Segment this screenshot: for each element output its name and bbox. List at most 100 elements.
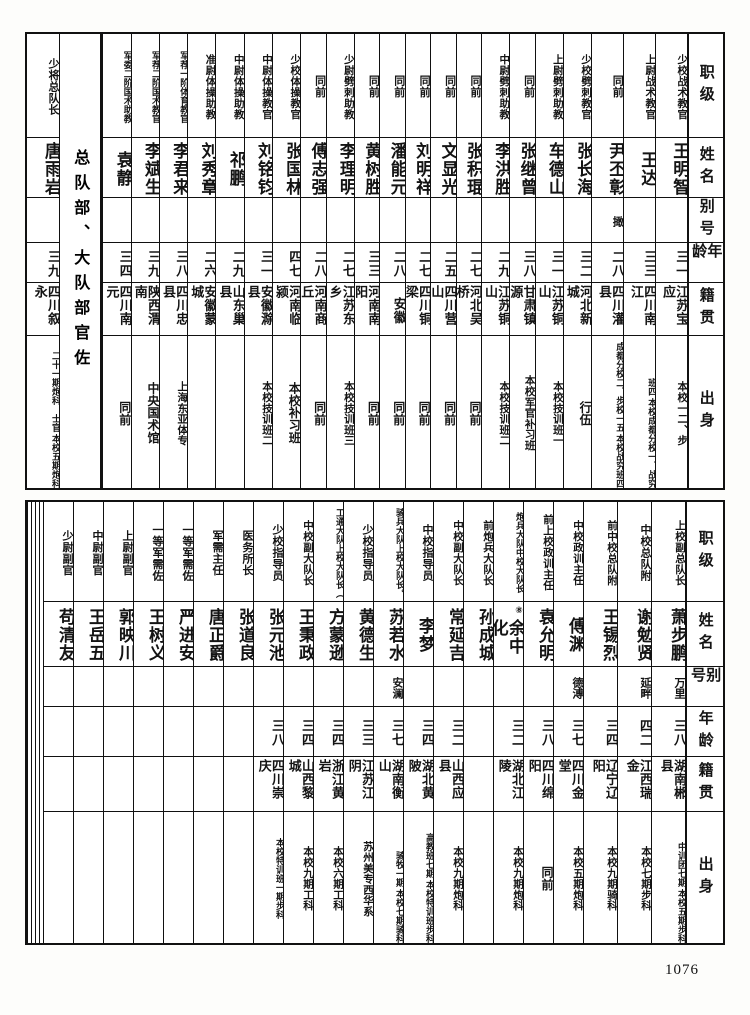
cell-age: 三一 bbox=[656, 243, 688, 283]
entry-column[interactable]: 同前 潘能元 二八 安徽 同前 bbox=[379, 34, 405, 488]
cell-rank: 上尉劈刺助教 bbox=[535, 34, 563, 138]
entry-column[interactable]: 中尉体操助教 祁鹏 二九 山东巢县 bbox=[215, 34, 244, 488]
cell-name: 刘明祥 bbox=[405, 138, 431, 198]
cell-native: 湖南郴县 bbox=[652, 757, 685, 812]
entry-column[interactable]: 同前 张积琨 二七 河北吴桥 同前 bbox=[455, 34, 481, 488]
entry-column[interactable]: 军荐一阶体育教官 李君来 三八 四川忠县 上海东亚体专 bbox=[158, 34, 188, 488]
cell-name: 谢勉贤 bbox=[618, 602, 651, 667]
entry-column[interactable]: 同前 傅志强 二八 河南商丘 同前 bbox=[300, 34, 326, 488]
cell-age: 三四 bbox=[103, 243, 131, 283]
entry-column[interactable]: 少校指导员 黄德生 三三 江苏江阴 苏州美专西华系 bbox=[343, 502, 373, 943]
entry-column[interactable]: 少校战术教官 王明智 三一 江苏宝应 本校一二、步 bbox=[655, 34, 688, 488]
cell-origin: 本校特训班步科 高教班七期 bbox=[404, 812, 433, 943]
roster-table-1: 职级 姓名 别号 年龄 籍贯 出身 少校战术教官 王明智 三一 江苏宝应 本校一二、步 上尉战术教官王… bbox=[25, 32, 725, 490]
blank-column bbox=[35, 502, 39, 943]
cell-alias bbox=[103, 198, 131, 243]
entry-column[interactable]: 同前 黄树胜 三三 河南南阳 同前 bbox=[353, 34, 380, 488]
entry-column[interactable]: 同前 尹丕彰撖二八 四川灌县 本校战究班四 成都分校二、步校一五 bbox=[591, 34, 624, 488]
entry-column[interactable]: 中校指导员 李梦 三四 湖北黄陂 本校特训班步科 高教班七期 bbox=[403, 502, 433, 943]
cell-origin bbox=[134, 812, 163, 943]
entry-column[interactable]: 工通大队上校大队长（ 方蒙逊 三四 浙江黄岩 本校六期工科 bbox=[313, 502, 343, 943]
origin-sub: 二十一期炮科 士官 bbox=[50, 351, 60, 432]
entry-column[interactable]: 上尉劈刺助教 车德山 三一 江苏铜山 本校技训班一 bbox=[534, 34, 563, 488]
cell-alias bbox=[216, 198, 244, 243]
entry-column[interactable]: 炮兵大队中校大队长 余中化 ⑧ 三二 湖北江陵 本校九期炮科 bbox=[493, 502, 523, 943]
cell-age: 二六 bbox=[188, 243, 216, 283]
entry-column[interactable]: 中尉副官 王岳五 bbox=[73, 502, 103, 943]
entry-column[interactable]: 同前 张继曾 三八 甘肃镇源 本校军官补习班 bbox=[509, 34, 535, 488]
cell-origin: 同前 bbox=[312, 400, 326, 426]
cell-name: 严进安 bbox=[164, 602, 193, 667]
cell-age: 二八 bbox=[592, 243, 624, 283]
entry-column[interactable]: 上尉副官 郭映川 bbox=[103, 502, 133, 943]
entry-column[interactable]: 少校体操教官 张国林 四七 河南临颍 本校补习班 bbox=[271, 34, 301, 488]
cell-age: 三二 bbox=[434, 707, 463, 757]
cell-age bbox=[194, 707, 223, 757]
cell-origin: 本校九期工科 bbox=[302, 846, 313, 911]
entry-column[interactable]: 军委二阶国术助教 袁静 三四 四川南元 同前 bbox=[102, 34, 131, 488]
entry-column[interactable]: 一等军需佐 严进安 bbox=[163, 502, 193, 943]
cell-origin bbox=[74, 812, 103, 943]
cell-origin: 本校九期炮科 bbox=[512, 846, 523, 911]
cell-alias bbox=[464, 667, 493, 707]
cell-name: 张继曾 bbox=[510, 138, 535, 198]
roster-table-2: 职级 姓名 别号 年龄 籍贯 出身 上校副总队长 萧步鹏 万里 三八 湖南郴县 本校五期步科 中训团七期… bbox=[25, 500, 725, 945]
entry-column[interactable]: 军需主任 唐正爵 bbox=[193, 502, 223, 943]
entry-column[interactable]: 前炮兵大队长 孙成城 bbox=[463, 502, 493, 943]
entry-column[interactable]: 少尉劈刺助教 李理明 二七 江苏东乡 本校技训班三 bbox=[325, 34, 354, 488]
entry-column[interactable]: 骑兵大队上校大队长。 苏若水 安澜 三七 湖南衡山 本校七期骑科 骑牧一期 bbox=[373, 502, 403, 943]
entry-column[interactable]: 中校副大队长 王秉政 三四 山西黎城 本校九期工科 bbox=[283, 502, 313, 943]
cell-name: 李君来 bbox=[159, 138, 188, 198]
cell-origin: 同前 bbox=[417, 400, 431, 426]
cell-alias bbox=[44, 667, 73, 707]
entry-column[interactable]: 前上校政训主任 袁允明 三八 四川绵阳 同前 bbox=[523, 502, 553, 943]
entry-column[interactable]: 少校劈刺教官 张长海 三二 河北新城 行伍 bbox=[562, 34, 592, 488]
entry-column[interactable]: 中校副大队长 常延吉 三二 山西应县 本校九期炮科 bbox=[433, 502, 463, 943]
cell-native: 四川绵阳 bbox=[524, 757, 553, 812]
cell-rank: 前中校总队附 bbox=[584, 502, 617, 602]
cell-rank: 中校指导员 bbox=[404, 502, 433, 602]
entry-column[interactable]: 上校副总队长 萧步鹏 万里 三八 湖南郴县 本校五期步科 中训团七期 bbox=[651, 502, 685, 943]
origin-sub: 班四 bbox=[646, 378, 656, 396]
entry-column[interactable]: 准尉体操助教 刘秀章 二六 安徽蒙城 bbox=[187, 34, 216, 488]
cell-name: 李斌生 bbox=[131, 138, 159, 198]
entry-column[interactable]: 中尉体操教官 刘铭钧 三一 安徽滁县 本校技训班二 bbox=[243, 34, 272, 488]
cell-age: 三一 bbox=[244, 243, 272, 283]
entry-column[interactable]: 少校指导员 张元池 三八 四川崇庆 本校特训班一期步科 bbox=[253, 502, 283, 943]
origin-main: 本校成都分校一、战究 bbox=[646, 398, 656, 488]
entry-column[interactable]: 少尉副官 苟清友 bbox=[43, 502, 73, 943]
cell-origin: 同前 bbox=[366, 400, 380, 426]
cell-origin bbox=[44, 812, 73, 943]
cell-rank: 上校副总队长 bbox=[652, 502, 685, 602]
entry-column[interactable]: 医务所长 张道良 bbox=[223, 502, 253, 943]
entry-column[interactable]: 军荐二阶国术教官 李斌生 三九 陕西渭南 中央国术馆 bbox=[130, 34, 159, 488]
origin-sub: 成都分校二、步校一五 bbox=[614, 342, 624, 432]
origin-sub: 高教班七期 bbox=[424, 833, 433, 878]
cell-origin: 本校七期骑科 骑牧一期 bbox=[374, 812, 403, 943]
cell-age: 三四 bbox=[284, 707, 313, 757]
cell-origin: 本校技训班二 bbox=[260, 380, 272, 446]
entry-column[interactable]: 一等军需佐 王树义 bbox=[133, 502, 163, 943]
entry-column[interactable]: 同前 刘明祥 二七 四川铜梁 同前 bbox=[404, 34, 431, 488]
cell-native: 河南南阳 bbox=[354, 283, 380, 336]
entry-column[interactable]: 少将总队长 唐雨岩 三九 四川叙永 本校五期炮科 二十一期炮科 士官 bbox=[27, 34, 60, 488]
cell-native: 江苏铜山 bbox=[482, 283, 510, 336]
cell-name: 傅志强 bbox=[301, 138, 326, 198]
entry-column[interactable]: 中校总队附 谢勉贤 延畔 四二 江西瑞金 本校七期步科 bbox=[617, 502, 651, 943]
cell-native: 浙江黄岩 bbox=[314, 757, 343, 812]
entry-column[interactable]: 中校政训主任 傅渊 德溥 三七 四川金堂 本校五期炮科 bbox=[553, 502, 583, 943]
cell-alias bbox=[563, 198, 592, 243]
entry-column[interactable]: 上尉战术教官 王达 三三 四川南江 本校成都分校一、战究 班四 bbox=[623, 34, 656, 488]
entry-column[interactable]: 前中校总队附 王锡烈 三四 辽宁辽阳 本校九期骑科 bbox=[583, 502, 617, 943]
cell-alias bbox=[131, 198, 159, 243]
cell-origin bbox=[194, 812, 223, 943]
cell-age bbox=[464, 707, 493, 757]
entry-column[interactable]: 中尉劈刺助教 李洪胜 二九 江苏铜山 本校技训班二 bbox=[481, 34, 510, 488]
entry-column[interactable]: 同前 文显光 二五 四川营山 同前 bbox=[430, 34, 456, 488]
row-header-alias: 别号 bbox=[687, 667, 723, 707]
cell-name: 唐正爵 bbox=[194, 602, 223, 667]
cell-native: 四川叙永 bbox=[27, 283, 60, 336]
cell-alias bbox=[326, 198, 354, 243]
cell-name: 潘能元 bbox=[380, 138, 405, 198]
cell-age: 三二 bbox=[494, 707, 523, 757]
